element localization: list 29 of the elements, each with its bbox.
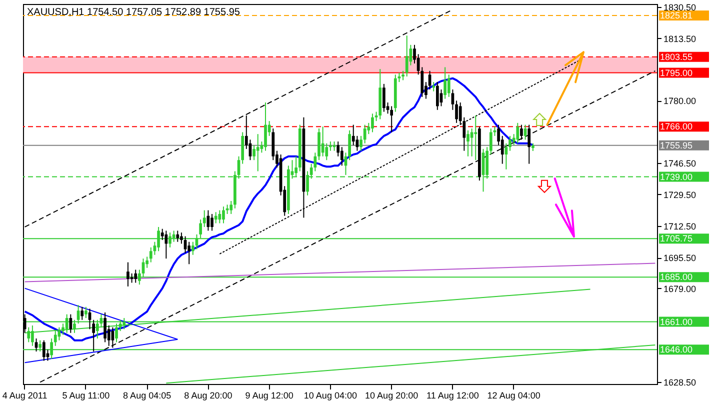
ref-line-label: 1795.00: [660, 68, 693, 78]
y-tick-label: 1813.50: [664, 34, 696, 44]
y-tick-label: 1830.50: [664, 2, 696, 12]
ref-line-label: 1739.00: [660, 172, 693, 182]
ref-line-label: 1661.00: [660, 316, 693, 327]
y-tick-label: 1712.50: [664, 222, 696, 232]
x-tick-label: 5 Aug 11:00: [62, 390, 110, 400]
y-tick-label: 1746.50: [664, 158, 696, 168]
ref-line-label: 1766.00: [660, 122, 693, 132]
x-tick-label: 4 Aug 2011: [2, 390, 48, 400]
x-tick-label: 10 Aug 04:00: [304, 390, 357, 400]
ref-line-label: 1755.95: [660, 140, 693, 150]
x-tick-label: 11 Aug 12:00: [426, 390, 479, 400]
x-tick-label: 9 Aug 12:00: [245, 390, 294, 400]
x-tick-label: 8 Aug 04:05: [123, 390, 172, 400]
ref-line-label: 1705.75: [660, 234, 693, 244]
chart-title: XAUUSD,H1 1754.50 1757.05 1752.89 1755.95: [27, 6, 240, 18]
y-tick-label: 1695.50: [664, 253, 696, 264]
x-tick-label: 10 Aug 20:00: [365, 390, 418, 400]
x-tick-label: 12 Aug 04:00: [487, 390, 540, 400]
y-tick-label: 1628.50: [664, 378, 696, 388]
ref-line-label: 1646.00: [660, 344, 693, 355]
y-tick-label: 1679.00: [664, 284, 696, 294]
ref-line-label: 1803.55: [660, 52, 693, 62]
x-tick-label: 8 Aug 20:00: [184, 390, 232, 400]
y-tick-label: 1729.50: [664, 190, 696, 200]
ref-line-label: 1685.00: [660, 272, 693, 282]
y-tick-label: 1780.00: [664, 96, 696, 106]
ref-line-label: 1825.81: [660, 10, 693, 20]
